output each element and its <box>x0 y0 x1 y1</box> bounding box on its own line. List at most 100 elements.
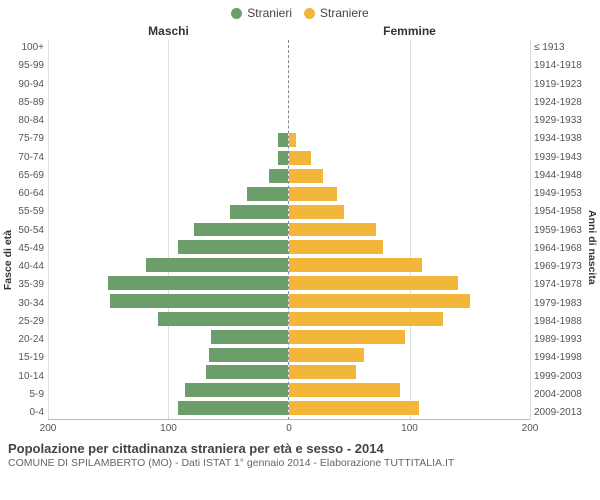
legend-swatch <box>304 8 315 19</box>
birth-labels: ≤ 19131914-19181919-19231924-19281929-19… <box>530 40 600 420</box>
header-female: Femmine <box>289 24 530 38</box>
age-label: 20-24 <box>0 334 44 345</box>
female-bar-row <box>289 310 530 328</box>
male-bar <box>230 205 288 219</box>
female-bar <box>289 401 419 415</box>
male-bar-row <box>48 42 288 60</box>
age-label: 5-9 <box>0 389 44 400</box>
female-bar <box>289 383 400 397</box>
birth-label: 1969-1973 <box>534 261 600 272</box>
female-bar-row <box>289 185 530 203</box>
male-bar <box>209 348 288 362</box>
birth-label: 1974-1978 <box>534 279 600 290</box>
age-label: 100+ <box>0 42 44 53</box>
female-bar-row <box>289 96 530 114</box>
birth-label: 1934-1938 <box>534 133 600 144</box>
male-bar-row <box>48 274 288 292</box>
x-axis: 2001000 100200 <box>0 423 600 437</box>
birth-label: 1999-2003 <box>534 371 600 382</box>
female-bar-row <box>289 42 530 60</box>
female-bar-row <box>289 256 530 274</box>
female-bar <box>289 365 356 379</box>
age-label: 50-54 <box>0 225 44 236</box>
male-bar-row <box>48 256 288 274</box>
male-bar <box>178 401 288 415</box>
male-bar-row <box>48 185 288 203</box>
male-bar <box>247 187 288 201</box>
male-bars <box>48 40 289 420</box>
female-bar <box>289 276 458 290</box>
male-bar <box>158 312 288 326</box>
age-label: 45-49 <box>0 243 44 254</box>
age-label: 25-29 <box>0 316 44 327</box>
age-label: 15-19 <box>0 352 44 363</box>
legend-item: Stranieri <box>231 6 292 20</box>
age-label: 70-74 <box>0 152 44 163</box>
male-bar-row <box>48 292 288 310</box>
female-bar-row <box>289 167 530 185</box>
age-labels: 100+95-9990-9485-8980-8475-7970-7465-696… <box>0 40 48 420</box>
male-bar <box>278 133 288 147</box>
male-bar-row <box>48 96 288 114</box>
male-bar-row <box>48 60 288 78</box>
female-bar-row <box>289 149 530 167</box>
male-bar-row <box>48 346 288 364</box>
male-bar-row <box>48 78 288 96</box>
age-label: 35-39 <box>0 279 44 290</box>
female-bar <box>289 312 443 326</box>
age-label: 30-34 <box>0 298 44 309</box>
male-bar <box>278 151 288 165</box>
birth-label: 1929-1933 <box>534 115 600 126</box>
age-label: 55-59 <box>0 206 44 217</box>
male-bar-row <box>48 203 288 221</box>
female-bar-row <box>289 274 530 292</box>
age-label: 40-44 <box>0 261 44 272</box>
birth-label: 1914-1918 <box>534 60 600 71</box>
birth-label: 2004-2008 <box>534 389 600 400</box>
female-bar <box>289 258 422 272</box>
female-bar-row <box>289 381 530 399</box>
female-bar-row <box>289 78 530 96</box>
birth-label: 1954-1958 <box>534 206 600 217</box>
birth-label: 1979-1983 <box>534 298 600 309</box>
birth-label: 1924-1928 <box>534 97 600 108</box>
chart-title: Popolazione per cittadinanza straniera p… <box>8 441 592 456</box>
age-label: 90-94 <box>0 79 44 90</box>
birth-label: ≤ 1913 <box>534 42 600 53</box>
xticks-right: 100200 <box>289 423 530 437</box>
gridline <box>530 40 531 419</box>
male-bar-row <box>48 310 288 328</box>
legend: Stranieri Straniere <box>0 0 600 20</box>
male-bar <box>110 294 288 308</box>
female-bar <box>289 205 344 219</box>
legend-item: Straniere <box>304 6 369 20</box>
age-label: 75-79 <box>0 133 44 144</box>
male-bar-row <box>48 381 288 399</box>
female-bar <box>289 223 376 237</box>
female-bar <box>289 330 405 344</box>
male-bar-row <box>48 328 288 346</box>
male-bar <box>211 330 288 344</box>
female-bar-row <box>289 131 530 149</box>
male-bar <box>269 169 288 183</box>
legend-label: Stranieri <box>247 6 292 20</box>
male-bar <box>185 383 288 397</box>
age-label: 85-89 <box>0 97 44 108</box>
header-male: Maschi <box>48 24 289 38</box>
age-label: 95-99 <box>0 60 44 71</box>
birth-label: 1944-1948 <box>534 170 600 181</box>
male-bar <box>194 223 288 237</box>
female-bar-row <box>289 399 530 417</box>
female-bar <box>289 348 364 362</box>
female-bar-row <box>289 221 530 239</box>
female-bar-row <box>289 292 530 310</box>
birth-label: 2009-2013 <box>534 407 600 418</box>
birth-label: 1939-1943 <box>534 152 600 163</box>
male-bar <box>178 240 288 254</box>
male-bar <box>146 258 288 272</box>
female-bar <box>289 294 470 308</box>
female-bar-row <box>289 238 530 256</box>
birth-label: 1959-1963 <box>534 225 600 236</box>
age-label: 0-4 <box>0 407 44 418</box>
female-bar <box>289 187 337 201</box>
